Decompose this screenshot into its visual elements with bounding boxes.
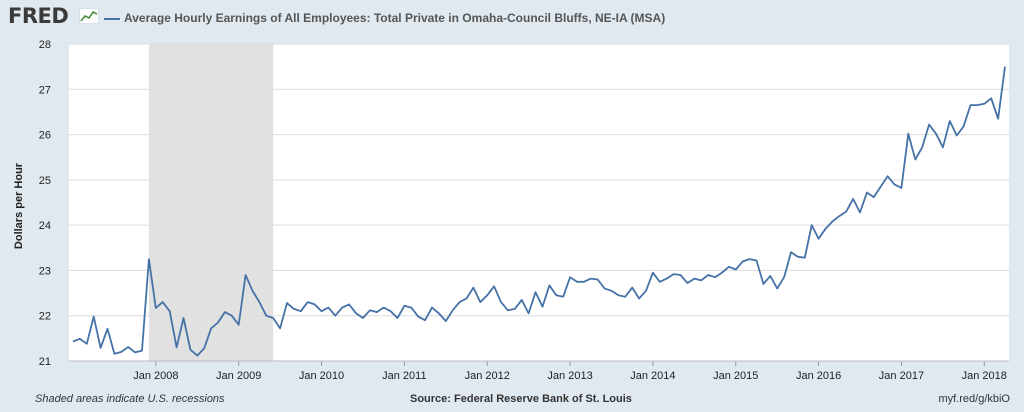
y-tick-label: 25 — [39, 175, 51, 187]
y-tick-label: 24 — [39, 220, 51, 232]
chart-title[interactable]: Average Hourly Earnings of All Employees… — [124, 11, 666, 25]
source-text: Source: Federal Reserve Bank of St. Loui… — [410, 393, 632, 405]
y-tick-label: 23 — [39, 265, 51, 277]
x-tick-label: Jan 2014 — [630, 370, 675, 382]
series-line[interactable] — [72, 66, 1006, 357]
x-tick-label: Jan 2011 — [382, 370, 426, 382]
x-tick-label: Jan 2015 — [713, 370, 758, 382]
x-tick-label: Jan 2017 — [879, 370, 924, 382]
y-tick-label: 27 — [39, 84, 51, 96]
y-tick-label: 21 — [39, 356, 51, 368]
chart-header: FRED Average Hourly Earnings of All Empl… — [0, 0, 1024, 34]
share-link[interactable]: myf.red/g/kbiO — [938, 393, 1010, 405]
legend-line-swatch — [104, 18, 120, 20]
y-axis-label: Dollars per Hour — [13, 162, 25, 250]
y-tick-label: 26 — [39, 130, 51, 142]
x-tick-label: Jan 2008 — [133, 370, 178, 382]
x-tick-label: Jan 2009 — [216, 370, 261, 382]
fred-sparkline-icon — [79, 8, 99, 24]
x-tick-label: Jan 2012 — [465, 370, 510, 382]
recession-band — [148, 44, 274, 361]
y-tick-label: 28 — [39, 39, 51, 51]
y-tick-label: 22 — [39, 311, 51, 323]
recession-note: Shaded areas indicate U.S. recessions — [35, 393, 225, 405]
x-tick-label: Jan 2013 — [547, 370, 592, 382]
fred-logo[interactable]: FRED — [8, 4, 69, 28]
x-tick-label: Jan 2016 — [796, 370, 841, 382]
x-tick-label: Jan 2010 — [299, 370, 344, 382]
x-tick-label: Jan 2018 — [962, 370, 1007, 382]
